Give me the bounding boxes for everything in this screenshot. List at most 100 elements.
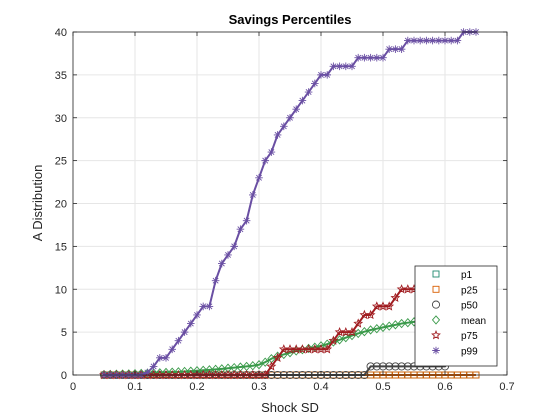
legend-box bbox=[414, 265, 498, 367]
data-point-p99 bbox=[323, 71, 331, 79]
data-point-mean bbox=[248, 361, 257, 371]
x-tick-label: 0 bbox=[70, 381, 76, 393]
data-point-p75 bbox=[260, 369, 271, 380]
data-point-p99 bbox=[286, 113, 294, 122]
data-point-p75 bbox=[322, 344, 333, 354]
data-point-p50 bbox=[409, 362, 419, 371]
data-point-p99 bbox=[304, 88, 313, 96]
data-point-p99 bbox=[236, 225, 245, 234]
legend-item-p1: p1 bbox=[432, 270, 473, 281]
data-point-mean bbox=[397, 318, 406, 329]
data-point-p99 bbox=[397, 45, 406, 53]
data-point-p99 bbox=[335, 62, 344, 71]
data-point-p99 bbox=[255, 173, 263, 182]
data-point-mean bbox=[211, 364, 220, 375]
data-point-p99 bbox=[249, 191, 257, 199]
data-point-p99 bbox=[280, 122, 288, 131]
data-point-p50 bbox=[372, 362, 381, 371]
data-point-p99 bbox=[453, 36, 462, 45]
y-tick-label: 15 bbox=[55, 241, 67, 253]
data-point-mean bbox=[261, 357, 270, 367]
legend-label-p99: p99 bbox=[461, 347, 478, 358]
data-point-p99 bbox=[416, 36, 424, 45]
data-point-p99 bbox=[373, 53, 381, 62]
legend-item-p50: p50 bbox=[431, 300, 478, 312]
data-point-p99 bbox=[292, 105, 300, 113]
chart-title: Savings Percentiles bbox=[229, 12, 352, 27]
legend-item-p75: p75 bbox=[431, 330, 478, 342]
data-point-p99 bbox=[193, 311, 201, 319]
data-point-p99 bbox=[156, 354, 164, 362]
x-tick-label: 0.5 bbox=[375, 381, 390, 393]
data-point-p75 bbox=[365, 309, 376, 320]
data-point-p75 bbox=[353, 318, 364, 328]
data-point-p99 bbox=[354, 53, 362, 62]
legend-marker-p50 bbox=[431, 300, 441, 309]
data-point-p99 bbox=[348, 62, 356, 71]
data-point-mean bbox=[403, 318, 412, 328]
data-point-p75 bbox=[328, 335, 339, 345]
data-point-mean bbox=[354, 328, 363, 339]
data-point-p99 bbox=[422, 36, 431, 45]
data-point-p99 bbox=[410, 36, 418, 45]
data-point-p99 bbox=[143, 368, 152, 377]
y-tick-label: 20 bbox=[55, 199, 67, 211]
data-point-p99 bbox=[298, 96, 307, 105]
data-point-p99 bbox=[435, 36, 443, 45]
data-point-p99 bbox=[329, 62, 338, 71]
data-point-mean bbox=[223, 363, 233, 373]
data-point-p99 bbox=[441, 36, 449, 45]
y-tick-label: 25 bbox=[55, 156, 67, 168]
data-point-p99 bbox=[366, 53, 375, 62]
tick-layer: 0 0.1 0.2 0.3 0.4 0.5 0.6 0.7 0 5 10 15 20 25 30 35 40 bbox=[55, 27, 515, 393]
y-tick-label: 0 bbox=[61, 370, 67, 382]
legend-label-p1: p1 bbox=[461, 270, 473, 281]
data-point-p99 bbox=[242, 216, 251, 225]
y-tick-label: 30 bbox=[55, 113, 67, 125]
legend-marker-p75 bbox=[431, 330, 441, 340]
x-tick-label: 0.2 bbox=[189, 381, 204, 393]
x-tick-label: 0.7 bbox=[499, 381, 514, 393]
data-point-p50 bbox=[378, 362, 388, 371]
data-point-p99 bbox=[230, 242, 238, 251]
data-point-mean bbox=[254, 360, 264, 370]
data-point-p50 bbox=[403, 362, 412, 371]
data-point-p99 bbox=[180, 328, 189, 336]
data-point-p50 bbox=[397, 362, 406, 371]
legend-label-p25: p25 bbox=[461, 285, 478, 296]
data-point-p75 bbox=[390, 292, 401, 303]
data-point-mean bbox=[205, 365, 214, 375]
data-point-p99 bbox=[187, 319, 195, 328]
data-point-p99 bbox=[317, 71, 325, 79]
data-point-p99 bbox=[391, 45, 400, 53]
data-point-p99 bbox=[379, 53, 387, 62]
data-point-mean bbox=[341, 333, 350, 343]
legend-label-p75: p75 bbox=[461, 331, 478, 342]
y-tick-label: 35 bbox=[55, 70, 67, 82]
data-point-p99 bbox=[205, 302, 214, 311]
data-point-mean bbox=[360, 327, 369, 337]
data-point-p99 bbox=[273, 131, 282, 139]
x-axis-label: Shock SD bbox=[261, 400, 319, 415]
data-point-mean bbox=[335, 335, 344, 345]
data-point-mean bbox=[217, 364, 226, 374]
data-point-p75 bbox=[384, 301, 395, 311]
data-point-p99 bbox=[168, 345, 176, 354]
legend-item-mean: mean bbox=[431, 315, 486, 327]
legend-items: p1 p25 p50 mean p75 p99 bbox=[431, 270, 486, 358]
x-tick-label: 0.1 bbox=[127, 381, 142, 393]
series-layer bbox=[99, 28, 481, 380]
data-point-p99 bbox=[342, 62, 350, 71]
legend-item-p25: p25 bbox=[432, 285, 478, 296]
data-point-p99 bbox=[404, 36, 412, 45]
x-tick-label: 0.3 bbox=[251, 381, 266, 393]
data-point-p99 bbox=[218, 259, 226, 268]
y-tick-label: 40 bbox=[55, 27, 67, 39]
data-point-p99 bbox=[447, 36, 455, 45]
data-point-p50 bbox=[385, 362, 394, 371]
x-tick-label: 0.6 bbox=[437, 381, 452, 393]
data-point-p99 bbox=[428, 36, 437, 45]
y-axis-label: A Distribution bbox=[30, 165, 45, 242]
